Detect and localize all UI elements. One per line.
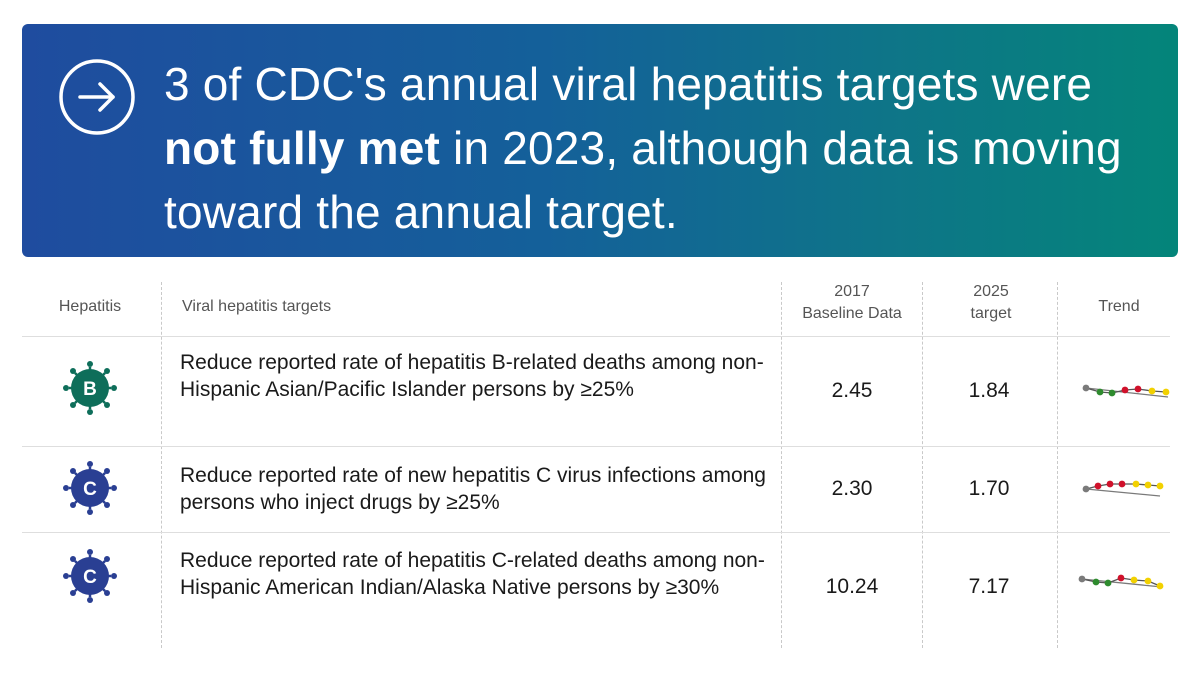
- target-value: 7.17: [968, 575, 1010, 598]
- header-trend: Trend: [1098, 298, 1140, 315]
- headline-banner: [22, 24, 1178, 257]
- target-description: Reduce reported rate of hepatitis B-rela…: [180, 351, 764, 401]
- headline-text: 3 of CDC's annual viral hepatitis target…: [164, 52, 1154, 244]
- trend-sparkline: [1078, 574, 1164, 590]
- hepatitis-c-virus-icon: C: [63, 461, 117, 515]
- column-divider: [922, 282, 923, 648]
- header-hepatitis: Hepatitis: [58, 298, 122, 315]
- hep-letter: C: [83, 567, 97, 588]
- trend-sparkline: [1082, 384, 1170, 398]
- header-baseline-label: Baseline Data: [802, 305, 902, 322]
- target-description: Reduce reported rate of new hepatitis C …: [180, 464, 766, 514]
- column-divider: [161, 282, 162, 648]
- headline-post: in 2023, although data is moving toward …: [164, 122, 1122, 238]
- target-description: Reduce reported rate of hepatitis C-rela…: [180, 549, 765, 599]
- header-targets: Viral hepatitis targets: [182, 298, 332, 315]
- target-value: 1.70: [968, 477, 1010, 500]
- arrow-right-circle-icon: [59, 59, 135, 135]
- baseline-value: 2.45: [831, 379, 873, 402]
- header-target-year: 2025: [973, 283, 1009, 300]
- hepatitis-c-virus-icon: C: [63, 549, 117, 603]
- hep-letter: B: [83, 379, 97, 400]
- hepatitis-b-virus-icon: B: [63, 361, 117, 415]
- row-divider: [22, 532, 1170, 533]
- header-target: 2025 target: [926, 281, 1056, 325]
- header-baseline-year: 2017: [834, 283, 870, 300]
- trend-sparkline: [1082, 480, 1164, 497]
- column-divider: [781, 282, 782, 648]
- header-baseline: 2017 Baseline Data: [784, 281, 920, 325]
- header-target-label: target: [970, 305, 1012, 322]
- target-value: 1.84: [968, 379, 1010, 402]
- row-divider: [22, 446, 1170, 447]
- baseline-value: 10.24: [825, 575, 879, 598]
- row-divider: [22, 336, 1170, 337]
- headline-emphasis: not fully met: [164, 122, 441, 174]
- hep-letter: C: [83, 479, 97, 500]
- column-divider: [1057, 282, 1058, 648]
- headline-pre: 3 of CDC's annual viral hepatitis target…: [164, 58, 1093, 110]
- baseline-value: 2.30: [831, 477, 873, 500]
